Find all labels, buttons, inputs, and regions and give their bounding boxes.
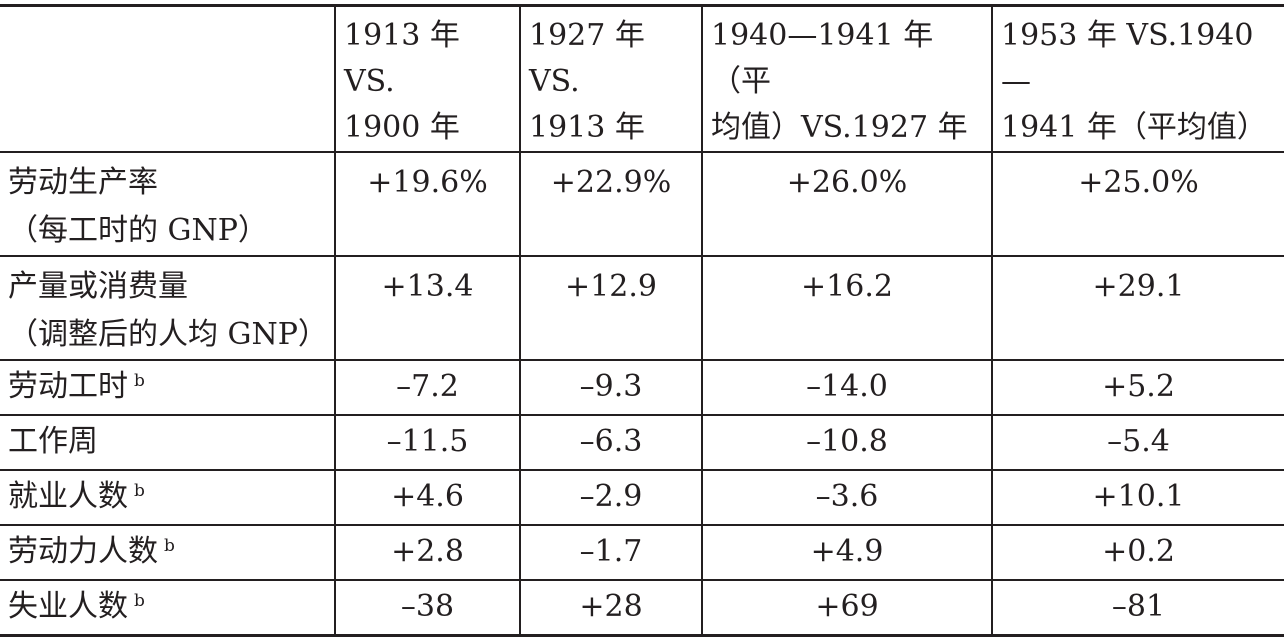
row-label: 工作周 xyxy=(0,414,336,471)
footnote-marker: b xyxy=(134,481,145,501)
table-cell: –11.5 xyxy=(334,414,521,471)
table-cell: –5.4 xyxy=(991,414,1284,471)
table-cell: –38 xyxy=(334,579,521,637)
table-row: 失业人数 b –38 +28 +69 –81 xyxy=(0,579,1284,637)
table-cell: –6.3 xyxy=(519,414,703,471)
header-row: 1913 年 VS. 1900 年 1927 年 VS. 1913 年 1940… xyxy=(0,4,1284,153)
table-cell: –10.8 xyxy=(701,414,993,471)
table-row: 劳动生产率 （每工时的 GNP） +19.6% +22.9% +26.0% +2… xyxy=(0,151,1284,257)
footnote-marker: b xyxy=(134,371,145,391)
table-cell: –1.7 xyxy=(519,524,703,581)
row-label: 劳动力人数 b xyxy=(0,524,336,581)
row-label: 失业人数 b xyxy=(0,579,336,637)
column-header: 1940—1941 年（平 均值）VS.1927 年 xyxy=(701,4,993,153)
row-label: 产量或消费量 （调整后的人均 GNP） xyxy=(0,255,336,361)
table-cell: +0.2 xyxy=(991,524,1284,581)
table-cell: –7.2 xyxy=(334,359,521,416)
table-cell: –2.9 xyxy=(519,469,703,526)
table-cell: +4.9 xyxy=(701,524,993,581)
row-label: 劳动生产率 （每工时的 GNP） xyxy=(0,151,336,257)
table-cell: +4.6 xyxy=(334,469,521,526)
table-cell: +10.1 xyxy=(991,469,1284,526)
table-cell: +22.9% xyxy=(519,151,703,257)
footnote-marker: b xyxy=(164,536,175,556)
table-cell: +12.9 xyxy=(519,255,703,361)
table-cell: –3.6 xyxy=(701,469,993,526)
table-row: 就业人数 b +4.6 –2.9 –3.6 +10.1 xyxy=(0,469,1284,526)
table-cell: –9.3 xyxy=(519,359,703,416)
column-header: 1953 年 VS.1940— 1941 年（平均值） xyxy=(991,4,1284,153)
table-row: 劳动工时 b –7.2 –9.3 –14.0 +5.2 xyxy=(0,359,1284,416)
data-table: 1913 年 VS. 1900 年 1927 年 VS. 1913 年 1940… xyxy=(0,4,1284,637)
table-cell: +19.6% xyxy=(334,151,521,257)
column-header: 1913 年 VS. 1900 年 xyxy=(334,4,521,153)
table-cell: +26.0% xyxy=(701,151,993,257)
footnote-marker: b xyxy=(134,591,145,611)
table-cell: +5.2 xyxy=(991,359,1284,416)
table-cell: +16.2 xyxy=(701,255,993,361)
table-cell: –81 xyxy=(991,579,1284,637)
header-corner xyxy=(0,4,336,153)
table-row: 劳动力人数 b +2.8 –1.7 +4.9 +0.2 xyxy=(0,524,1284,581)
table-row: 产量或消费量 （调整后的人均 GNP） +13.4 +12.9 +16.2 +2… xyxy=(0,255,1284,361)
row-label: 就业人数 b xyxy=(0,469,336,526)
table-cell: +29.1 xyxy=(991,255,1284,361)
table-cell: +69 xyxy=(701,579,993,637)
table-row: 工作周 –11.5 –6.3 –10.8 –5.4 xyxy=(0,414,1284,471)
table-cell: +2.8 xyxy=(334,524,521,581)
row-label: 劳动工时 b xyxy=(0,359,336,416)
column-header: 1927 年 VS. 1913 年 xyxy=(519,4,703,153)
table-cell: +28 xyxy=(519,579,703,637)
table-cell: –14.0 xyxy=(701,359,993,416)
table-cell: +25.0% xyxy=(991,151,1284,257)
table-cell: +13.4 xyxy=(334,255,521,361)
